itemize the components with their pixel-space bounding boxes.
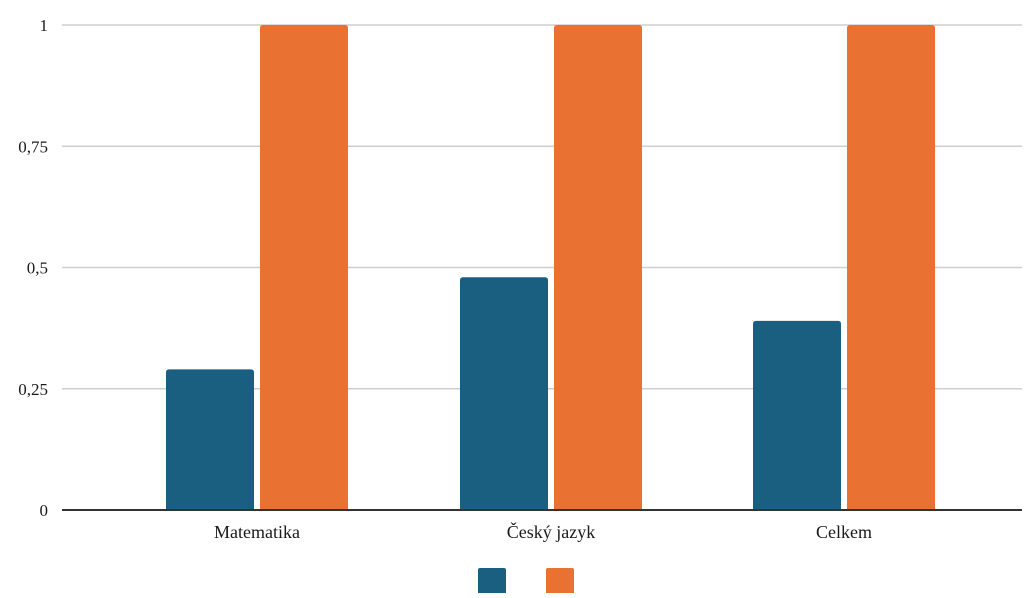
x-tick-label: Český jazyk: [507, 521, 595, 542]
bar-series-1-1: [460, 277, 548, 510]
bar-series-2-0: [260, 25, 348, 510]
bars: [166, 25, 935, 510]
legend-swatch-series-1: [478, 568, 506, 596]
bar-series-2-2: [847, 25, 935, 510]
legend-swatch-series-2: [546, 568, 574, 596]
y-tick-label: 0,25: [18, 380, 48, 399]
y-axis-ticks: 0 0,25 0,5 0,75 1: [18, 16, 48, 520]
x-tick-label: Matematika: [214, 522, 300, 542]
legend: [478, 568, 574, 596]
y-tick-label: 1: [40, 16, 49, 35]
x-tick-label: Celkem: [816, 522, 872, 542]
bar-series-2-1: [554, 25, 642, 510]
y-tick-label: 0,75: [18, 137, 48, 156]
x-axis-ticks: Matematika Český jazyk Celkem: [214, 521, 872, 542]
y-tick-label: 0,5: [27, 259, 48, 278]
bar-series-1-0: [166, 369, 254, 510]
y-tick-label: 0: [40, 501, 49, 520]
bar-series-1-2: [753, 320, 841, 510]
